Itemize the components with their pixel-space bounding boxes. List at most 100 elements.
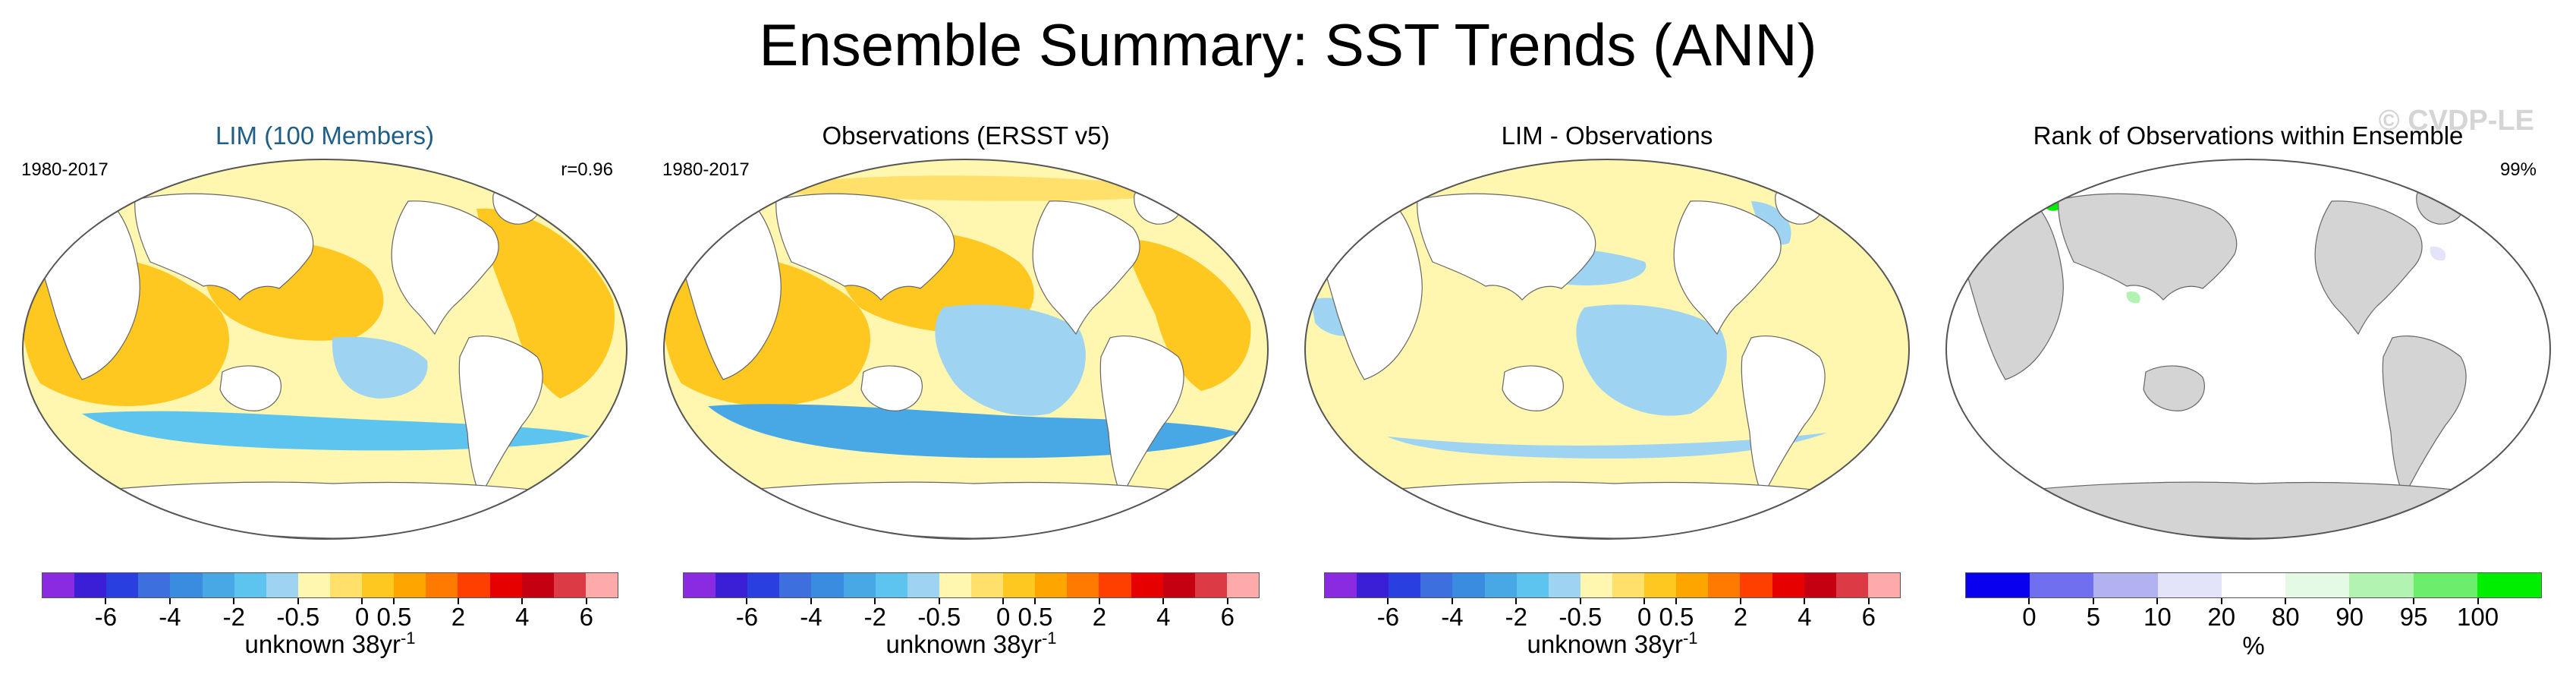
- land-north-america: [1032, 200, 1140, 336]
- colorbar-tick: [105, 598, 107, 604]
- units-label-observations: unknown 38yr-1: [683, 629, 1260, 659]
- map-outline: [1304, 159, 1910, 540]
- colorbar-swatch: [2030, 573, 2094, 597]
- colorbar-swatch: [1067, 573, 1099, 597]
- panel-title: LIM - Observations: [1501, 121, 1713, 150]
- colorbar-swatch: [138, 573, 171, 597]
- colorbar-swatch: [1099, 573, 1131, 597]
- colorbar-tick: [1034, 598, 1036, 604]
- colorbar-swatch: [1708, 573, 1741, 597]
- colorbar-swatch: [74, 573, 107, 597]
- land-australia: [860, 365, 923, 411]
- colorbar-tick-label: 95: [2399, 603, 2428, 631]
- colorbar-tick: [1451, 598, 1453, 604]
- colorbar-swatch: [1003, 573, 1036, 597]
- land-asia: [134, 193, 314, 301]
- units-text: unknown 38yr: [885, 630, 1042, 658]
- colorbar-swatch: [1835, 573, 1868, 597]
- colorbar-swatch: [266, 573, 298, 597]
- colorbar-tick-label: 6: [1861, 603, 1876, 631]
- colorbar-swatch: [1325, 573, 1357, 597]
- units-text: unknown 38yr: [1527, 630, 1683, 658]
- colorbar-tick: [2413, 598, 2415, 604]
- colorbar-swatch: [1162, 573, 1195, 597]
- colorbar-tick-label: 4: [1156, 603, 1171, 631]
- colorbar-tick: [585, 598, 587, 604]
- map-outline: [1945, 159, 2551, 540]
- colorbar-swatch: [1484, 573, 1517, 597]
- figure-title: Ensemble Summary: SST Trends (ANN): [759, 11, 1817, 78]
- land-south-america: [458, 336, 543, 499]
- units-label-difference: unknown 38yr-1: [1324, 629, 1901, 659]
- land-north-america: [2314, 200, 2423, 336]
- colorbar-tick-label: 0.5: [1659, 603, 1694, 631]
- colorbar-tick-label: 80: [2271, 603, 2300, 631]
- land-asia: [775, 193, 955, 301]
- colorbar-tick: [2348, 598, 2351, 604]
- colorbar-tick-label: -0.5: [917, 603, 961, 631]
- colorbar-tick-label: -0.5: [1558, 603, 1603, 631]
- colorbar-tick-label: 0: [2022, 603, 2037, 631]
- colorbar-tick: [521, 598, 524, 604]
- field-contour: [1751, 201, 1791, 245]
- colorbar-tick-label: -6: [735, 603, 759, 631]
- period-label: 1980-2017: [21, 159, 109, 180]
- colorbar-swatch: [1420, 573, 1453, 597]
- units-exponent: -1: [400, 629, 416, 648]
- colorbar-swatch: [1357, 573, 1389, 597]
- colorbar-tick: [1515, 598, 1518, 604]
- colorbar-swatch: [1516, 573, 1549, 597]
- colorbar-tick-label: -0.5: [276, 603, 320, 631]
- colorbar-swatch: [170, 573, 203, 597]
- colorbar-swatch: [553, 573, 586, 597]
- colorbar-swatch: [2157, 573, 2222, 597]
- colorbar-tick: [233, 598, 235, 604]
- field-contour: [935, 304, 1086, 416]
- field-contour: [332, 336, 428, 399]
- field-contour: [82, 411, 590, 451]
- colorbar-swatch: [1389, 573, 1421, 597]
- colorbar-swatch: [1867, 573, 1900, 597]
- colorbar-tick: [168, 598, 171, 604]
- colorbar-swatch: [1226, 573, 1259, 597]
- colorbar-swatch: [2477, 573, 2541, 597]
- units-exponent: -1: [1041, 629, 1057, 648]
- field-contour: [1576, 304, 1727, 416]
- map-layers: [1946, 159, 2550, 539]
- colorbar-swatch: [42, 573, 75, 597]
- difference-map: [1304, 159, 1910, 540]
- colorbar-tick-label: 4: [1798, 603, 1812, 631]
- colorbar-tick: [2092, 598, 2094, 604]
- colorbar-tick-label: 2: [1092, 603, 1107, 631]
- colorbar-tick-label: -2: [222, 603, 245, 631]
- units-text: unknown 38yr: [244, 630, 401, 658]
- land-south-america: [2382, 336, 2467, 499]
- units-exponent: -1: [1682, 629, 1698, 648]
- land-asia: [2058, 193, 2238, 301]
- land-australia: [1502, 365, 1564, 411]
- land-antarctica: [1354, 481, 1859, 539]
- colorbar-tick: [1226, 598, 1228, 604]
- colorbar-tick: [2477, 598, 2479, 604]
- land-antarctica: [72, 481, 577, 539]
- colorbar-tick: [1643, 598, 1646, 604]
- colorbar-tick: [938, 598, 940, 604]
- colorbar-tick-label: -6: [94, 603, 118, 631]
- colorbar-swatch: [811, 573, 844, 597]
- watermark: © CVDP-LE: [2378, 105, 2534, 137]
- land-asia: [1417, 193, 1596, 301]
- colorbar-swatch: [2221, 573, 2286, 597]
- colorbar-swatch: [426, 573, 458, 597]
- land-australia: [219, 365, 282, 411]
- trend-map-lim: [22, 159, 627, 540]
- colorbar-swatch: [1452, 573, 1485, 597]
- colorbar-tick-label: 20: [2207, 603, 2236, 631]
- colorbar-tick-label: 0: [996, 603, 1011, 631]
- trend-map-observations: [663, 159, 1269, 540]
- colorbar-swatch: [779, 573, 812, 597]
- colorbar-swatch: [1644, 573, 1677, 597]
- colorbar-swatch: [939, 573, 971, 597]
- colorbar-rank: [1965, 572, 2542, 598]
- percent-label: 99%: [2499, 159, 2537, 180]
- colorbar-swatch: [202, 573, 234, 597]
